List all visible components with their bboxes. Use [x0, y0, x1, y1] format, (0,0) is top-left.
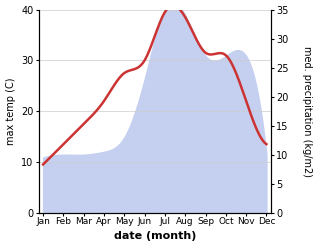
- Y-axis label: max temp (C): max temp (C): [5, 77, 16, 145]
- X-axis label: date (month): date (month): [114, 231, 196, 242]
- Y-axis label: med. precipitation (kg/m2): med. precipitation (kg/m2): [302, 46, 313, 177]
